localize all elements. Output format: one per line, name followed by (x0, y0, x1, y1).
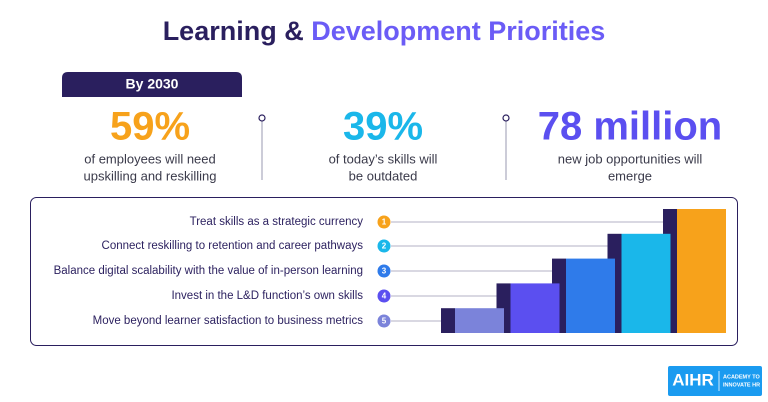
priority-number: 3 (382, 267, 387, 276)
badge-text: By 2030 (126, 76, 179, 92)
title-part: Learning & (163, 16, 304, 46)
priority-badge (377, 314, 391, 328)
priority-badge (377, 289, 391, 303)
step-edge (441, 308, 455, 333)
priority-number: 2 (382, 242, 387, 251)
step (621, 233, 671, 333)
priority-label: Invest in the L&D function’s own skills (171, 290, 363, 302)
priority-number: 4 (382, 292, 387, 301)
divider (258, 114, 510, 180)
priority-number: 1 (382, 218, 387, 227)
logo (668, 366, 762, 396)
priority-label: Move beyond learner satisfaction to busi… (93, 315, 364, 327)
stat-text: of employees will need (84, 151, 216, 166)
priority-badge (377, 264, 391, 278)
priority-label: Connect reskilling to retention and care… (102, 240, 364, 252)
step (566, 258, 615, 333)
priorities-box (30, 197, 738, 346)
title-part: Development Priorities (311, 16, 605, 46)
priority-number: 5 (382, 317, 387, 326)
logo-tagline: INNOVATE HR (723, 382, 760, 388)
priority-label: Balance digital scalability with the val… (54, 265, 363, 277)
priority-badge (377, 239, 391, 253)
logo-tagline: ACADEMY TO (723, 374, 760, 380)
stat-text: emerge (608, 168, 652, 183)
priority-label: Treat skills as a strategic currency (190, 216, 364, 228)
stat-value: 59% (110, 105, 190, 149)
stat-text: of today’s skills will (329, 151, 438, 166)
step (455, 308, 504, 333)
step (677, 209, 726, 333)
stat-value: 39% (343, 105, 423, 149)
badge (62, 72, 242, 97)
stat-text: new job opportunities will (558, 151, 703, 166)
logo-name: AIHR (672, 370, 714, 389)
title: Learning & Development Priorities (163, 16, 606, 46)
stat-text: upskilling and reskilling (84, 168, 217, 183)
priority-badge (377, 215, 391, 229)
stat-value: 78 million (538, 105, 723, 149)
stat-text: be outdated (349, 168, 418, 183)
step (510, 283, 560, 333)
